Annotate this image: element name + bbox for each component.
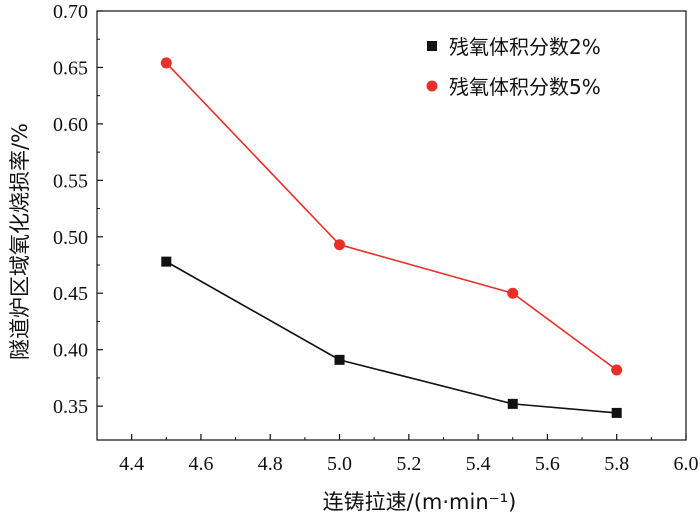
x-axis-title: 连铸拉速/(m·min⁻¹)	[323, 490, 517, 514]
y-axis-title: 隧道炉区域氧化烧损率/%	[8, 123, 32, 360]
x-tick-label: 4.4	[119, 453, 144, 475]
series-line-1	[165, 260, 617, 414]
y-tick-label: 0.70	[53, 1, 88, 23]
y-tick-label: 0.50	[53, 227, 88, 249]
x-tick-label: 5.0	[327, 453, 352, 475]
y-tick-label: 0.35	[53, 396, 88, 418]
legend-marker-square	[427, 41, 437, 51]
data-point-square	[161, 256, 172, 267]
x-tick-label: 6.0	[674, 453, 699, 475]
data-point-square	[611, 407, 622, 418]
data-point-circle	[160, 57, 172, 69]
data-point-square	[507, 398, 518, 409]
y-tick-label: 0.55	[53, 170, 88, 192]
data-point-circle	[334, 239, 346, 251]
y-tick-label: 0.45	[53, 283, 88, 305]
x-tick-label: 5.8	[604, 453, 629, 475]
x-tick-label: 5.2	[396, 453, 421, 475]
series-line-2	[165, 62, 618, 371]
legend-label: 残氧体积分数2%	[449, 35, 601, 59]
x-tick-label: 4.8	[258, 453, 283, 475]
y-tick-label: 0.40	[53, 340, 88, 362]
legend-marker-circle	[426, 80, 438, 92]
y-tick-label: 0.60	[53, 114, 88, 136]
data-point-square	[334, 354, 345, 365]
data-point-circle	[611, 364, 623, 376]
x-tick-label: 4.6	[188, 453, 213, 475]
y-tick-label: 0.65	[53, 57, 88, 79]
x-tick-label: 5.4	[466, 453, 491, 475]
legend-label: 残氧体积分数5%	[449, 75, 601, 99]
data-point-circle	[507, 287, 519, 299]
plot-frame	[96, 10, 687, 441]
x-tick-label: 5.6	[535, 453, 560, 475]
